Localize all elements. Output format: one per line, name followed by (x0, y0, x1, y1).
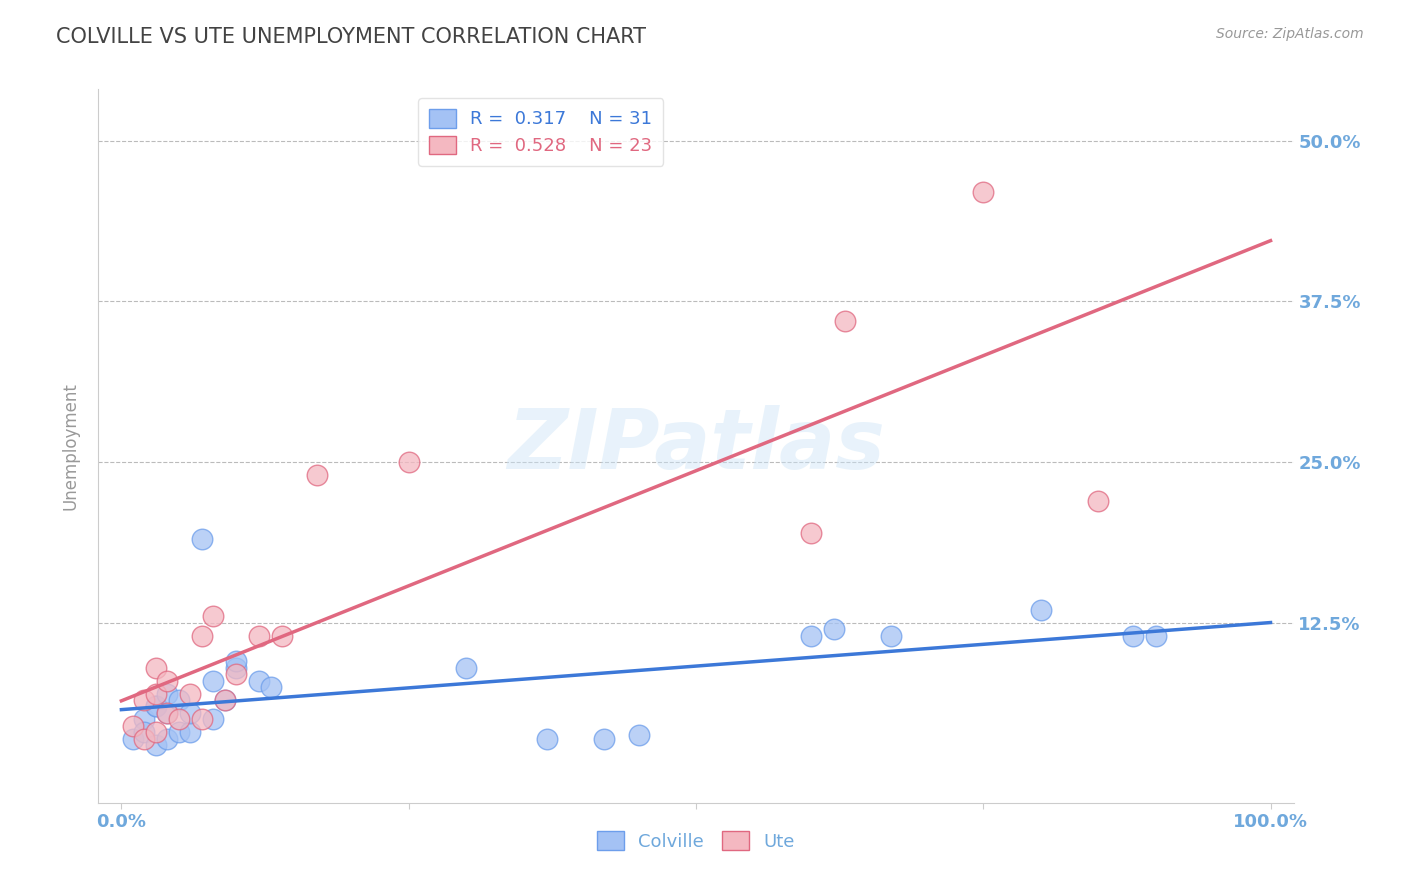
Point (225, 667, 247, 681)
Point (179, 686, 201, 700)
Point (179, 706, 201, 720)
Point (145, 686, 167, 700)
Point (800, 525, 823, 540)
Point (972, 185, 994, 199)
Point (225, 654, 247, 668)
Point (134, 725, 156, 739)
Point (456, 661, 478, 675)
Point (225, 661, 247, 675)
Point (179, 725, 201, 739)
Point (1087, 493, 1109, 508)
Point (1029, 603, 1052, 617)
Point (167, 693, 190, 707)
Point (156, 731, 179, 746)
Point (156, 706, 179, 720)
Point (122, 731, 145, 746)
Point (247, 629, 270, 643)
Point (134, 731, 156, 746)
Point (167, 725, 190, 739)
Point (202, 609, 225, 624)
Text: Source: ZipAtlas.com: Source: ZipAtlas.com (1216, 27, 1364, 41)
Point (214, 693, 236, 707)
Point (191, 712, 214, 726)
Point (145, 725, 167, 739)
Point (880, 629, 903, 643)
Legend: Colville, Ute: Colville, Ute (589, 824, 803, 858)
Point (145, 699, 167, 714)
Point (627, 728, 650, 742)
Point (122, 719, 145, 733)
Point (1144, 629, 1167, 643)
Point (191, 533, 214, 547)
Point (191, 629, 214, 643)
Point (536, 731, 558, 746)
Text: ZIPatlas: ZIPatlas (508, 406, 884, 486)
Point (134, 693, 156, 707)
Point (1122, 629, 1144, 643)
Point (823, 622, 845, 636)
Point (271, 629, 294, 643)
Y-axis label: Unemployment: Unemployment (62, 382, 80, 510)
Point (305, 467, 328, 482)
Point (145, 738, 167, 752)
Point (800, 629, 823, 643)
Point (156, 706, 179, 720)
Point (134, 712, 156, 726)
Text: COLVILLE VS UTE UNEMPLOYMENT CORRELATION CHART: COLVILLE VS UTE UNEMPLOYMENT CORRELATION… (56, 27, 647, 46)
Point (834, 313, 856, 327)
Point (260, 680, 283, 694)
Point (593, 731, 616, 746)
Point (247, 673, 270, 688)
Point (156, 673, 179, 688)
Point (145, 661, 167, 675)
Point (214, 693, 236, 707)
Point (156, 686, 179, 700)
Point (398, 455, 420, 469)
Point (202, 673, 225, 688)
Point (167, 712, 190, 726)
Point (145, 699, 167, 714)
Point (202, 712, 225, 726)
